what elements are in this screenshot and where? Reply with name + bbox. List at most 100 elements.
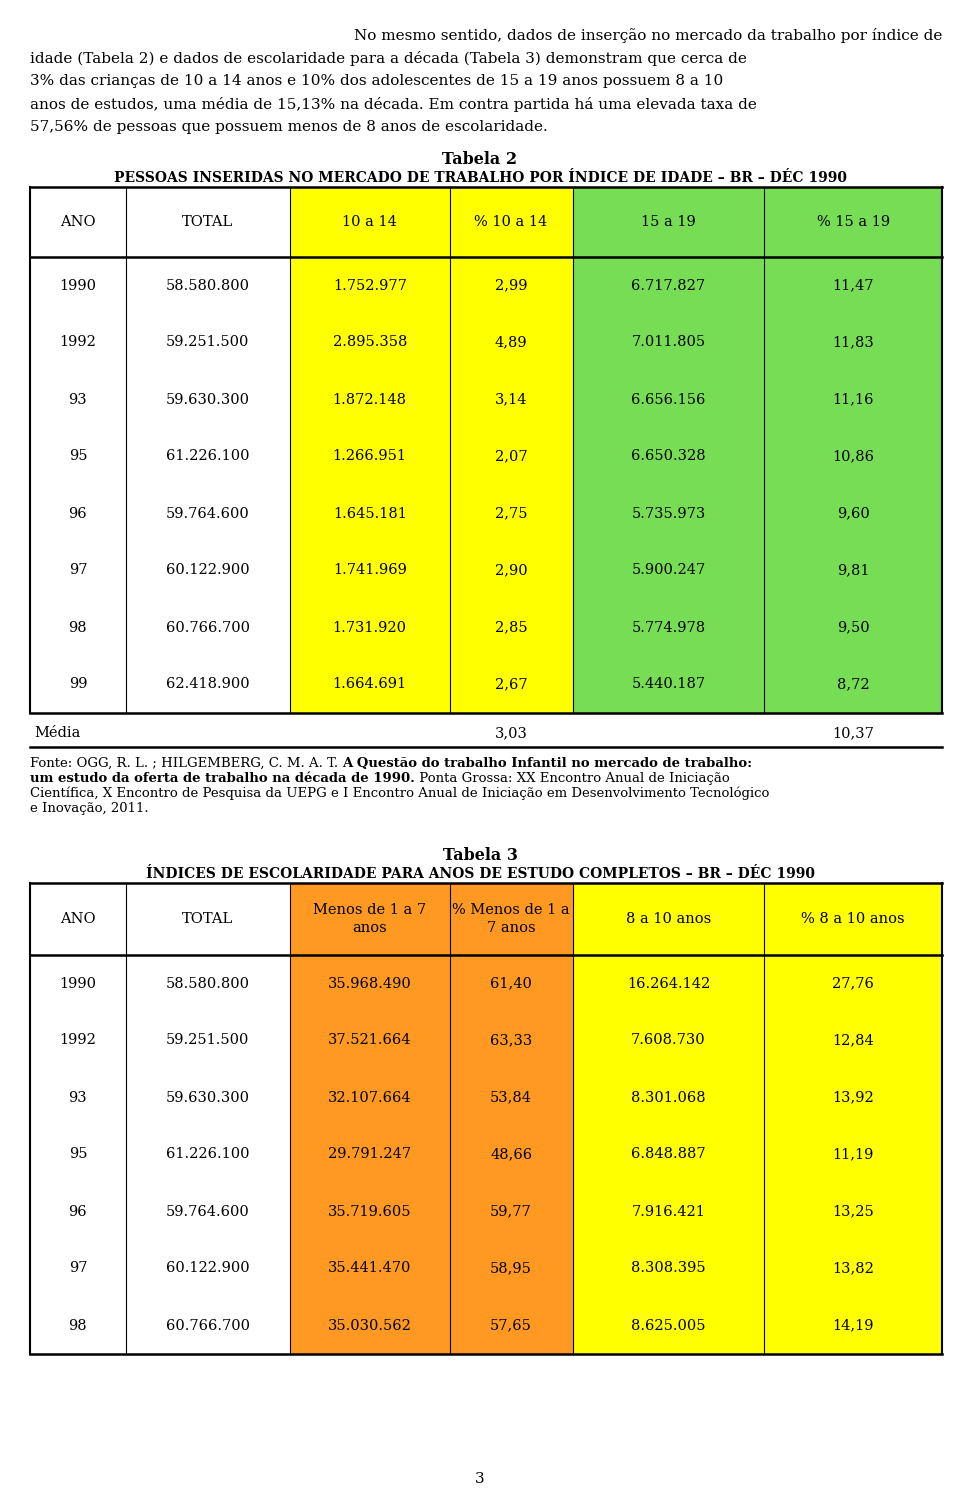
Text: 10,86: 10,86 — [832, 450, 874, 463]
Text: 11,83: 11,83 — [832, 335, 874, 350]
Bar — [764, 542, 942, 599]
Bar — [290, 314, 449, 371]
Bar — [126, 314, 290, 371]
Text: 96: 96 — [68, 1204, 87, 1218]
Text: 14,19: 14,19 — [832, 1319, 874, 1332]
Text: 12,84: 12,84 — [832, 1034, 874, 1047]
Bar — [449, 1126, 572, 1183]
Text: 5.440.187: 5.440.187 — [632, 678, 706, 691]
Text: % Menos de 1 a
7 anos: % Menos de 1 a 7 anos — [452, 904, 570, 934]
Bar — [572, 484, 764, 542]
Bar — [764, 1013, 942, 1068]
Text: 3,03: 3,03 — [494, 726, 527, 739]
Text: 9,60: 9,60 — [837, 507, 870, 521]
Bar — [126, 656, 290, 712]
Text: 99: 99 — [68, 678, 87, 691]
Text: 35.968.490: 35.968.490 — [328, 976, 412, 990]
Text: 59.251.500: 59.251.500 — [166, 335, 250, 350]
Bar — [449, 257, 572, 314]
Text: % 10 a 14: % 10 a 14 — [474, 214, 548, 229]
Text: 97: 97 — [68, 563, 87, 578]
Bar — [30, 429, 126, 484]
Text: 98: 98 — [68, 1319, 87, 1332]
Bar — [126, 187, 290, 257]
Text: 6.848.887: 6.848.887 — [631, 1147, 706, 1162]
Bar — [572, 1298, 764, 1354]
Bar — [572, 599, 764, 656]
Text: 1.266.951: 1.266.951 — [333, 450, 407, 463]
Bar — [572, 314, 764, 371]
Bar — [764, 1298, 942, 1354]
Bar — [764, 484, 942, 542]
Text: 11,47: 11,47 — [832, 279, 874, 293]
Text: 3: 3 — [475, 1471, 485, 1486]
Bar — [290, 883, 449, 955]
Text: 60.122.900: 60.122.900 — [166, 563, 250, 578]
Bar — [572, 187, 764, 257]
Bar — [30, 1068, 126, 1126]
Bar — [30, 955, 126, 1013]
Bar — [126, 1298, 290, 1354]
Text: ANO: ANO — [60, 214, 96, 229]
Text: 1.752.977: 1.752.977 — [333, 279, 407, 293]
Text: 16.264.142: 16.264.142 — [627, 976, 710, 990]
Text: 1990: 1990 — [60, 976, 96, 990]
Bar — [290, 371, 449, 429]
Bar — [30, 314, 126, 371]
Text: 35.030.562: 35.030.562 — [327, 1319, 412, 1332]
Text: 1990: 1990 — [60, 279, 96, 293]
Bar — [30, 371, 126, 429]
Text: 6.656.156: 6.656.156 — [632, 392, 706, 406]
Text: um estudo da oferta de trabalho na década de 1990.: um estudo da oferta de trabalho na décad… — [30, 773, 415, 785]
Text: ANO: ANO — [60, 911, 96, 927]
Text: Média: Média — [34, 726, 81, 739]
Text: % 8 a 10 anos: % 8 a 10 anos — [802, 911, 905, 927]
Text: 57,65: 57,65 — [491, 1319, 532, 1332]
Bar — [30, 1126, 126, 1183]
Bar — [126, 1068, 290, 1126]
Text: 6.717.827: 6.717.827 — [632, 279, 706, 293]
Bar — [126, 542, 290, 599]
Text: 48,66: 48,66 — [490, 1147, 532, 1162]
Text: 11,19: 11,19 — [832, 1147, 874, 1162]
Text: 2,07: 2,07 — [494, 450, 527, 463]
Text: 3% das crianças de 10 a 14 anos e 10% dos adolescentes de 15 a 19 anos possuem 8: 3% das crianças de 10 a 14 anos e 10% do… — [30, 74, 723, 88]
Bar — [572, 1013, 764, 1068]
Text: 62.418.900: 62.418.900 — [166, 678, 250, 691]
Text: 1.741.969: 1.741.969 — [333, 563, 407, 578]
Bar — [290, 484, 449, 542]
Bar — [572, 429, 764, 484]
Bar — [449, 187, 572, 257]
Text: 58.580.800: 58.580.800 — [166, 279, 250, 293]
Text: 95: 95 — [68, 450, 87, 463]
Text: 53,84: 53,84 — [490, 1091, 532, 1105]
Text: 11,16: 11,16 — [832, 392, 874, 406]
Bar — [449, 429, 572, 484]
Text: Tabela 2: Tabela 2 — [443, 151, 517, 167]
Text: 96: 96 — [68, 507, 87, 521]
Bar — [449, 883, 572, 955]
Text: 58,95: 58,95 — [491, 1262, 532, 1275]
Bar — [572, 371, 764, 429]
Text: 8.301.068: 8.301.068 — [631, 1091, 706, 1105]
Text: 97: 97 — [68, 1262, 87, 1275]
Text: 1.664.691: 1.664.691 — [333, 678, 407, 691]
Bar — [126, 1013, 290, 1068]
Bar — [126, 429, 290, 484]
Text: 93: 93 — [68, 392, 87, 406]
Text: 37.521.664: 37.521.664 — [328, 1034, 412, 1047]
Bar — [764, 1183, 942, 1240]
Text: 61.226.100: 61.226.100 — [166, 450, 250, 463]
Text: 9,50: 9,50 — [837, 620, 870, 634]
Text: 2,99: 2,99 — [494, 279, 527, 293]
Bar — [764, 656, 942, 712]
Bar — [764, 187, 942, 257]
Bar — [126, 257, 290, 314]
Text: 2.895.358: 2.895.358 — [332, 335, 407, 350]
Bar — [290, 1298, 449, 1354]
Bar — [764, 883, 942, 955]
Text: idade (Tabela 2) e dados de escolaridade para a década (Tabela 3) demonstram que: idade (Tabela 2) e dados de escolaridade… — [30, 51, 747, 66]
Bar — [449, 1068, 572, 1126]
Text: 98: 98 — [68, 620, 87, 634]
Bar — [290, 656, 449, 712]
